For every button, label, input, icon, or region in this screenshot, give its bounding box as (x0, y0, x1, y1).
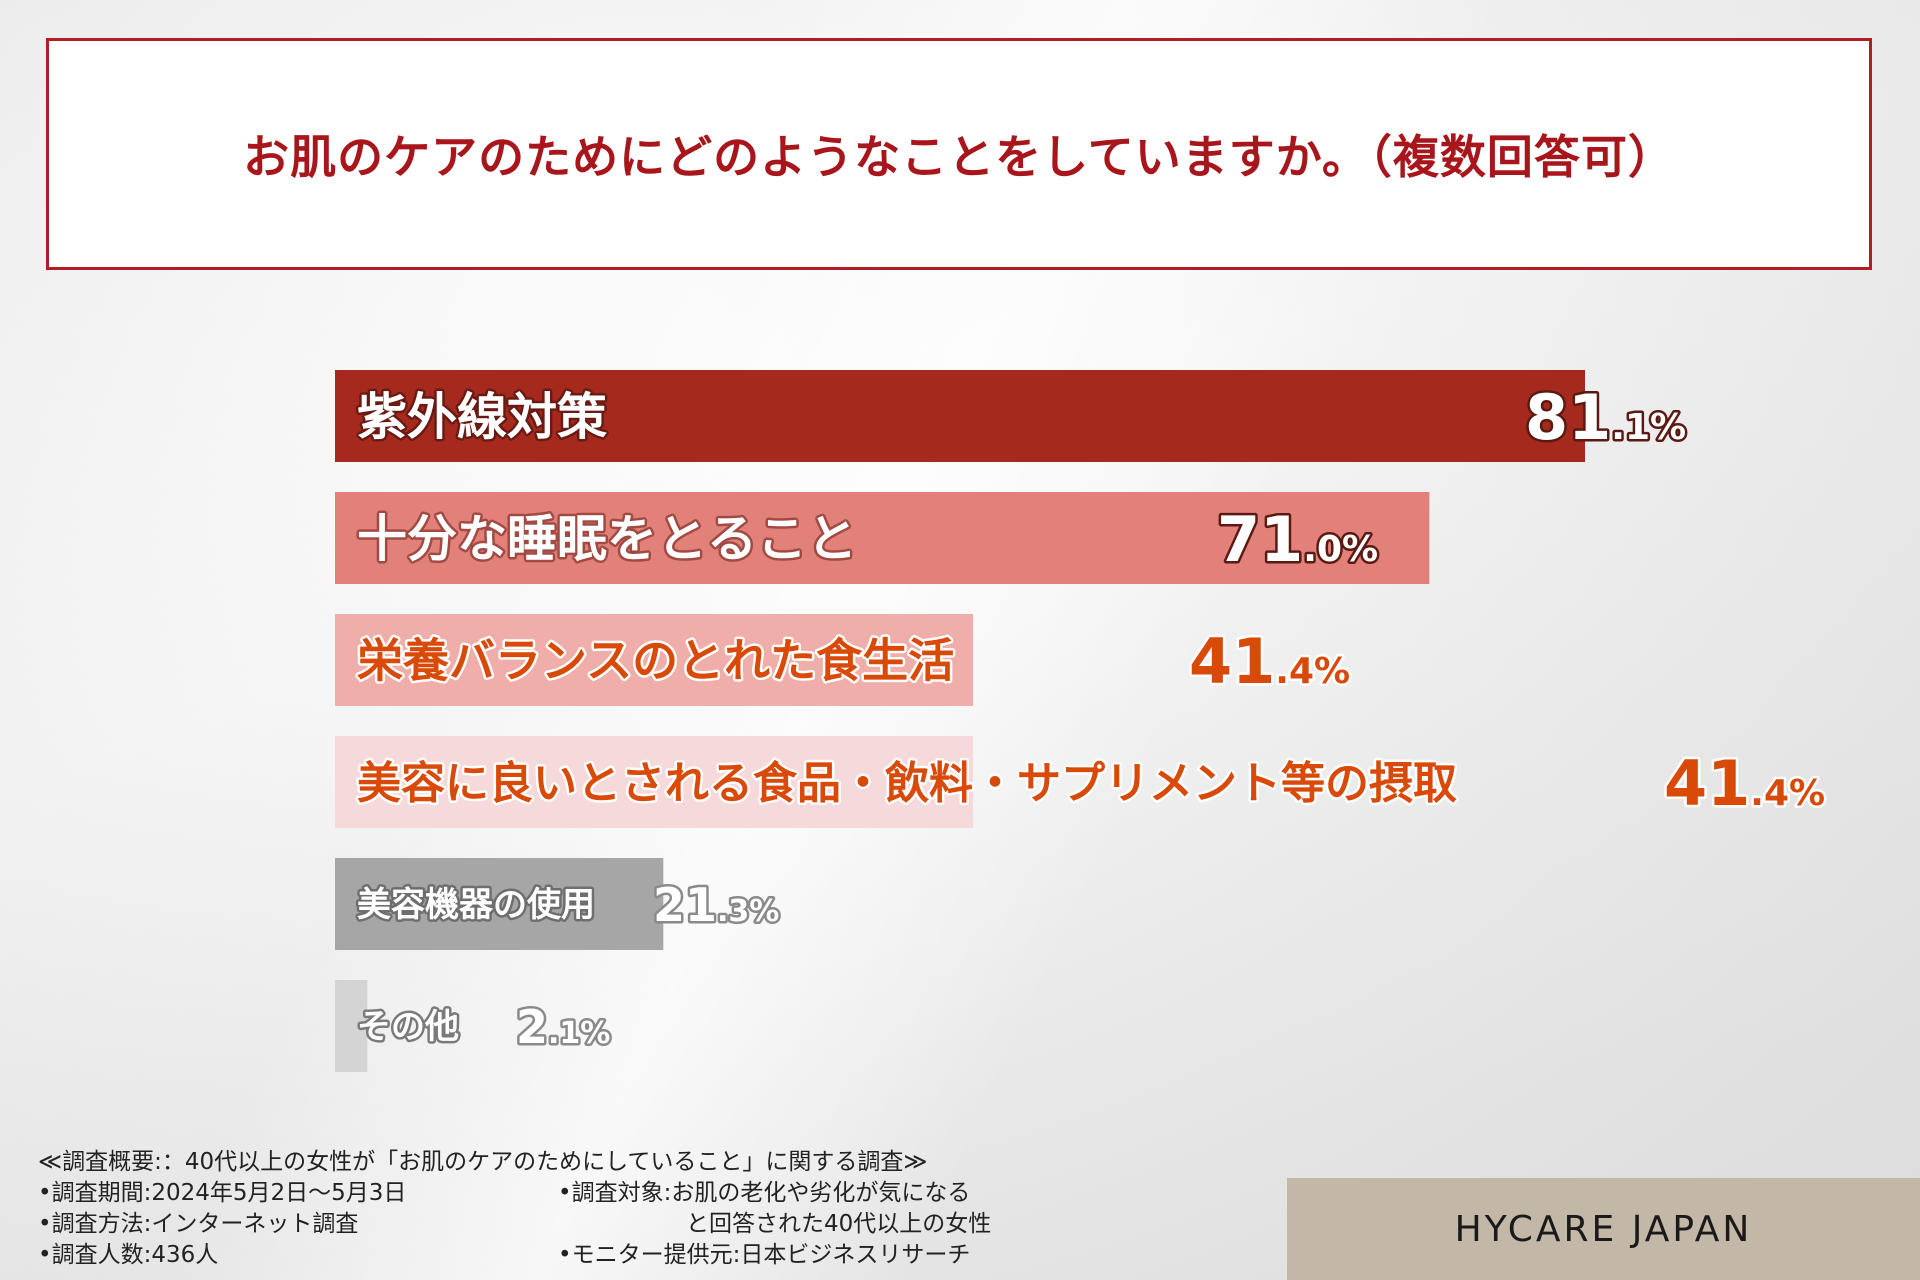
brand-name: HYCARE JAPAN (1454, 1208, 1753, 1250)
value-label-integer: 71 (1217, 503, 1303, 576)
category-label: 十分な睡眠をとること (357, 510, 857, 568)
bar-chart: 紫外線対策 81.1%十分な睡眠をとること 71.0%栄養バランスのとれた食生活 41… (335, 370, 1828, 1072)
value-label-decimal: .1% (1611, 407, 1686, 448)
bar (335, 858, 664, 950)
chart-title: お肌のケアのためにどのようなことをしていますか。（複数回答可） (243, 130, 1675, 184)
survey-target-line2: と回答された40代以上の女性 (686, 1211, 992, 1237)
value-label-integer: 81 (1525, 381, 1611, 454)
bar (335, 614, 974, 706)
survey-provider: •モニター提供元:日本ビジネスリサーチ (558, 1242, 971, 1268)
category-label: 美容に良いとされる食品・飲料・サプリメント等の摂取 (357, 758, 1457, 809)
survey-count: •調査人数:436人 (38, 1242, 219, 1268)
value-label-decimal: .4% (1275, 651, 1350, 692)
value-label: 2.1% (516, 1000, 610, 1054)
bar-group: その他 2.1% (335, 980, 613, 1072)
value-label: 41.4% (1664, 747, 1825, 820)
category-label: 美容機器の使用 (357, 885, 595, 925)
bar (335, 980, 368, 1072)
bar-group: 十分な睡眠をとること 71.0% (335, 492, 1430, 584)
survey-heading: ≪調査概要:：40代以上の女性が「お肌のケアのためにしていること」に関する調査≫ (38, 1149, 928, 1175)
bar-group: 栄養バランスのとれた食生活 41.4% (335, 614, 1353, 706)
title-box: お肌のケアのためにどのようなことをしていますか。（複数回答可） (46, 38, 1872, 270)
bar-group: 美容に良いとされる食品・飲料・サプリメント等の摂取 41.4% (335, 736, 1828, 828)
value-label-decimal: .3% (717, 894, 779, 929)
value-label-integer: 2 (516, 1000, 548, 1054)
bar-group: 美容機器の使用 21.3% (335, 858, 782, 950)
value-label: 81.1% (1525, 381, 1686, 454)
value-label-decimal: .0% (1303, 529, 1378, 570)
value-label-integer: 21 (653, 878, 717, 932)
category-label: 栄養バランスのとれた食生活 (357, 634, 954, 688)
survey-period: •調査期間:2024年5月2日〜5月3日 (38, 1180, 407, 1206)
survey-target-line1: •調査対象:お肌の老化や劣化が気になる (558, 1180, 971, 1206)
survey-method: •調査方法:インターネット調査 (38, 1211, 359, 1237)
category-label: 紫外線対策 (357, 388, 607, 446)
value-label-decimal: .1% (548, 1016, 610, 1051)
bar-group: 紫外線対策 81.1% (335, 370, 1689, 462)
bar (335, 736, 974, 828)
brand-box: HYCARE JAPAN (1287, 1178, 1920, 1280)
value-label-integer: 41 (1189, 625, 1275, 698)
category-label: その他 (357, 1007, 459, 1047)
value-label: 41.4% (1189, 625, 1350, 698)
survey-overview: ≪調査概要:：40代以上の女性が「お肌のケアのためにしていること」に関する調査≫… (38, 1147, 1278, 1277)
value-label: 71.0% (1217, 503, 1378, 576)
value-label-decimal: .4% (1750, 773, 1825, 814)
bar (335, 492, 1430, 584)
bar (335, 370, 1585, 462)
value-label: 21.3% (653, 878, 779, 932)
value-label-integer: 41 (1664, 747, 1750, 820)
